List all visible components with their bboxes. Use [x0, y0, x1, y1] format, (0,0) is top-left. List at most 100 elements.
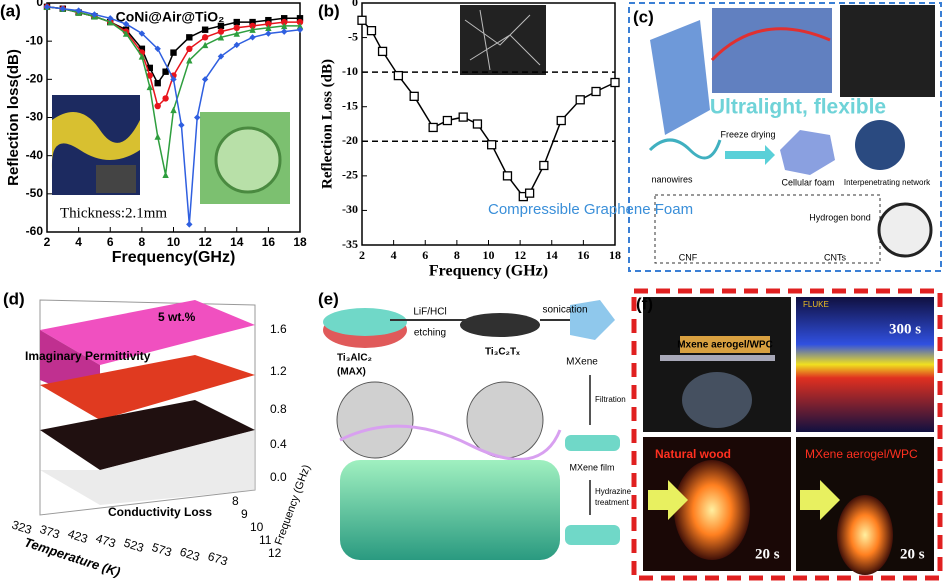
marker	[591, 86, 601, 97]
time-label: 20 s	[755, 546, 780, 562]
x-tick-label: 2	[359, 248, 365, 262]
marker	[409, 91, 419, 101]
marker	[280, 22, 288, 30]
marker	[377, 46, 388, 57]
marker	[487, 140, 497, 150]
marker	[59, 5, 67, 12]
t-tick-label: 523	[122, 536, 146, 556]
f-tick-label: 12	[268, 546, 282, 560]
thermal-image	[796, 297, 934, 432]
x-tick-label: 14	[546, 248, 558, 262]
z-tick-label: 1.6	[270, 322, 287, 336]
t-tick-label: 423	[66, 527, 90, 547]
treated-film	[565, 525, 620, 545]
panel-frame	[631, 288, 943, 581]
inset-sub-image	[96, 165, 136, 193]
marker	[162, 171, 169, 178]
arrow-head	[765, 145, 775, 165]
nanowires-drawing	[648, 138, 722, 160]
panel-f: (f) Mxene aerogel/WPC 300 s FLUKE Natura…	[631, 288, 943, 581]
brand: FLUKE	[803, 300, 829, 309]
x-tick-label: 4	[75, 235, 82, 249]
marker	[428, 122, 438, 133]
t-tick-label: 573	[150, 540, 174, 560]
y-tick-label: -20	[26, 72, 44, 86]
marker	[217, 28, 225, 35]
x-tick-label: 8	[454, 248, 460, 262]
marker	[249, 26, 256, 33]
marker	[524, 188, 535, 198]
step-label: Hydrazine	[595, 487, 632, 496]
surface-lower	[40, 400, 255, 470]
marker	[186, 45, 193, 52]
marker	[575, 95, 585, 105]
panel-label: (f)	[636, 294, 653, 313]
magnifier	[877, 202, 933, 258]
marker	[146, 72, 153, 79]
marker	[296, 22, 304, 30]
surface-upper	[40, 300, 255, 365]
marker	[162, 95, 169, 102]
marker	[146, 83, 153, 91]
marker	[280, 18, 288, 26]
process-label: Freeze drying	[720, 129, 775, 139]
marker	[502, 171, 513, 181]
panel-label: (d)	[3, 289, 25, 308]
x-tick-label: 14	[230, 235, 244, 249]
aerogel	[340, 460, 560, 560]
marker	[122, 20, 130, 28]
caption: Interpenetrating network	[844, 178, 931, 187]
step-label: sonication	[542, 305, 587, 316]
marker	[265, 16, 272, 24]
marker	[249, 34, 256, 41]
panel-d: (d) 5 wt.% Imaginary Permittivity Conduc…	[3, 289, 313, 579]
annotation: Conductivity Loss	[108, 505, 212, 519]
marker	[233, 18, 240, 26]
annotation: Imaginary Permittivity	[25, 349, 151, 363]
marker	[75, 7, 82, 14]
film	[565, 435, 620, 451]
marker	[201, 76, 209, 83]
foam-drawing	[780, 130, 835, 175]
z-tick-label: 1.2	[270, 364, 287, 378]
flame	[837, 495, 893, 575]
y-tick-label: -20	[342, 133, 358, 147]
y-axis-title: Reflection loss(dB)	[5, 49, 22, 186]
marker	[442, 115, 453, 126]
marker	[265, 30, 272, 37]
marker	[217, 53, 225, 60]
marker	[458, 112, 468, 122]
loading-label: 5 wt.%	[158, 310, 196, 324]
y-tick-label: -30	[26, 110, 44, 124]
inset-sphere	[214, 126, 282, 194]
marker	[146, 64, 153, 72]
t-tick-label: 673	[206, 549, 230, 569]
stage	[660, 355, 775, 361]
x-tick-label: 10	[167, 235, 181, 249]
f-tick-label: 8	[232, 494, 239, 508]
marker	[265, 24, 272, 32]
y-tick-label: -35	[342, 237, 358, 251]
marker	[280, 15, 288, 22]
marker	[366, 26, 377, 36]
label-box	[680, 336, 770, 353]
panel-label: (a)	[0, 1, 21, 20]
x-tick-label: 12	[514, 248, 526, 262]
marker	[178, 121, 185, 129]
t-tick-label: 473	[94, 531, 118, 551]
flask	[682, 372, 752, 428]
marker	[357, 15, 367, 25]
marker	[170, 49, 177, 56]
marker	[162, 68, 169, 75]
x-tick-label: 6	[107, 235, 114, 249]
sample-label: Mxene aerogel/WPC	[677, 340, 773, 351]
x-tick-label: 8	[139, 235, 146, 249]
photo	[840, 5, 935, 97]
y-tick-label: -15	[342, 98, 358, 112]
flame	[674, 460, 750, 560]
marker	[233, 24, 240, 32]
marker	[201, 34, 209, 41]
marker	[170, 106, 177, 114]
marker	[539, 160, 549, 171]
